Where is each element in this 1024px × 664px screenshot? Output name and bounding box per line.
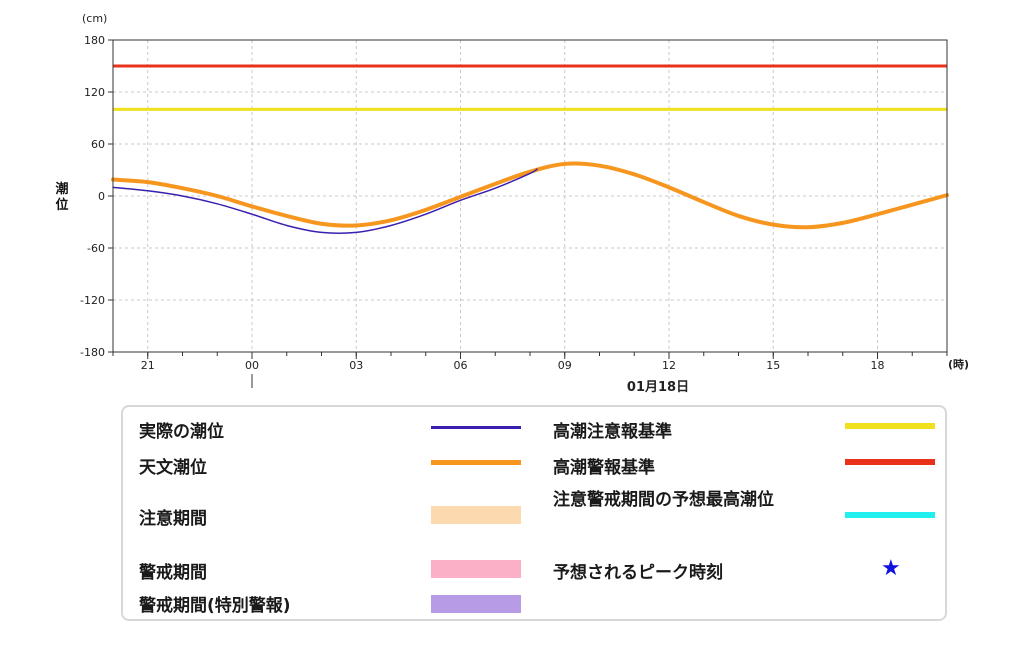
x-tick-label: 03 bbox=[349, 359, 363, 372]
x-tick-label: 09 bbox=[558, 359, 572, 372]
y-axis-title: 潮位 bbox=[55, 181, 68, 213]
legend-astronomical-tide-label: 天文潮位 bbox=[139, 458, 207, 478]
y-tick-label: -180 bbox=[80, 346, 105, 359]
legend-storm-surge-advisory-swatch bbox=[845, 423, 935, 429]
series-line bbox=[112, 168, 538, 235]
y-axis-title-char: 潮 bbox=[55, 181, 68, 197]
legend-storm-surge-warning-swatch bbox=[845, 459, 935, 465]
legend-warning-period-swatch bbox=[431, 560, 521, 578]
x-tick-label: 00 bbox=[245, 359, 259, 372]
tide-chart: 180 120 60 0 -60 -120 -180 21 00 03 06 09 12 15 18 (cm… bbox=[55, 12, 969, 395]
y-unit-label: (cm) bbox=[82, 12, 107, 25]
y-tick-label: -60 bbox=[87, 242, 105, 255]
x-tick-label: 15 bbox=[766, 359, 780, 372]
series-line bbox=[111, 161, 949, 230]
y-axis-title-char: 位 bbox=[55, 197, 68, 213]
legend-warning-period-label: 警戒期間 bbox=[139, 563, 207, 583]
x-unit-label: (時) bbox=[948, 357, 969, 371]
legend-actual-tide-label: 実際の潮位 bbox=[139, 422, 224, 442]
x-tick-label: 12 bbox=[662, 359, 676, 372]
y-tick-label: 180 bbox=[84, 34, 105, 47]
legend-caution-period-swatch bbox=[431, 506, 521, 524]
x-tick-label: 06 bbox=[454, 359, 468, 372]
x-tick-label: 18 bbox=[871, 359, 885, 372]
y-tick-label: 60 bbox=[91, 138, 105, 151]
legend-predicted-max-swatch bbox=[845, 512, 935, 518]
grid-lines bbox=[113, 40, 947, 352]
y-tick-label: 0 bbox=[98, 190, 105, 203]
threshold-lines bbox=[113, 64, 947, 111]
legend: 実際の潮位 天文潮位 注意期間 警戒期間 警戒期間(特別警報) 高潮注意報基準 … bbox=[121, 405, 947, 621]
axes: 180 120 60 0 -60 -120 -180 21 00 03 06 09 12 15 18 bbox=[80, 34, 948, 388]
legend-astronomical-tide-swatch bbox=[431, 460, 521, 465]
series-lines bbox=[111, 161, 949, 235]
legend-storm-surge-warning-label: 高潮警報基準 bbox=[553, 458, 655, 478]
y-tick-label: -120 bbox=[80, 294, 105, 307]
star-icon: ★ bbox=[881, 556, 901, 581]
date-label: 01月18日 bbox=[627, 380, 689, 395]
legend-actual-tide-swatch bbox=[431, 426, 521, 429]
x-tick-label: 21 bbox=[141, 359, 155, 372]
legend-peak-time-label: 予想されるピーク時刻 bbox=[553, 563, 723, 583]
y-axis-title-text: 潮位 bbox=[55, 181, 68, 213]
legend-predicted-max-label: 注意警戒期間の予想最高潮位 bbox=[553, 490, 774, 510]
legend-warning-period-special-label: 警戒期間(特別警報) bbox=[139, 596, 291, 616]
legend-caution-period-label: 注意期間 bbox=[139, 509, 207, 529]
legend-warning-period-special-swatch bbox=[431, 595, 521, 613]
y-tick-label: 120 bbox=[84, 86, 105, 99]
legend-storm-surge-advisory-label: 高潮注意報基準 bbox=[553, 422, 672, 442]
